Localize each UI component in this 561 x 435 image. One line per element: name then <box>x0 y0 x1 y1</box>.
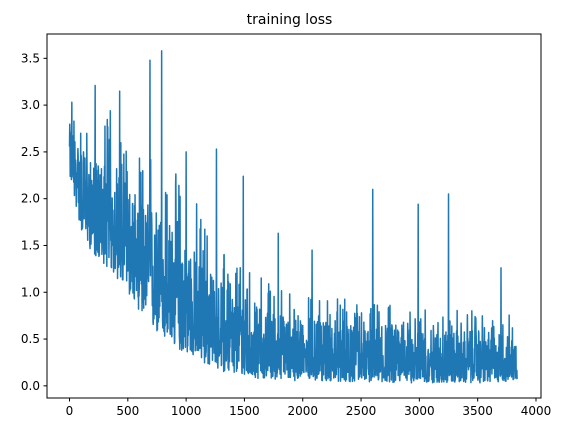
y-tick-label: 1.5 <box>21 238 40 252</box>
series-layer <box>68 50 518 384</box>
plot-area <box>46 33 542 399</box>
y-tick-label: 0.0 <box>21 379 40 393</box>
y-tick-label: 2.5 <box>21 145 40 159</box>
x-tick-label: 2500 <box>346 404 377 418</box>
plot-frame <box>46 33 542 399</box>
y-tick-label: 1.0 <box>21 285 40 299</box>
x-tick-label: 500 <box>116 404 139 418</box>
y-tick-label: 2.0 <box>21 192 40 206</box>
chart-title: training loss <box>247 12 333 28</box>
x-tick-label: 1000 <box>171 404 202 418</box>
x-tick-label: 3000 <box>404 404 435 418</box>
x-tick-label: 2000 <box>287 404 318 418</box>
loss-series-line <box>68 50 518 384</box>
y-tick-label: 3.0 <box>21 98 40 112</box>
y-tick-label: 0.5 <box>21 332 40 346</box>
x-tick-label: 4000 <box>521 404 552 418</box>
x-tick-label: 3500 <box>462 404 493 418</box>
x-axis: 0 500 1000 1500 2000 2500 3000 3500 4000 <box>66 398 552 418</box>
x-tick-label: 0 <box>66 404 74 418</box>
y-tick-label: 3.5 <box>21 51 40 65</box>
y-axis: 0.0 0.5 1.0 1.5 2.0 2.5 3.0 3.5 <box>21 51 47 393</box>
x-tick-label: 1500 <box>229 404 260 418</box>
